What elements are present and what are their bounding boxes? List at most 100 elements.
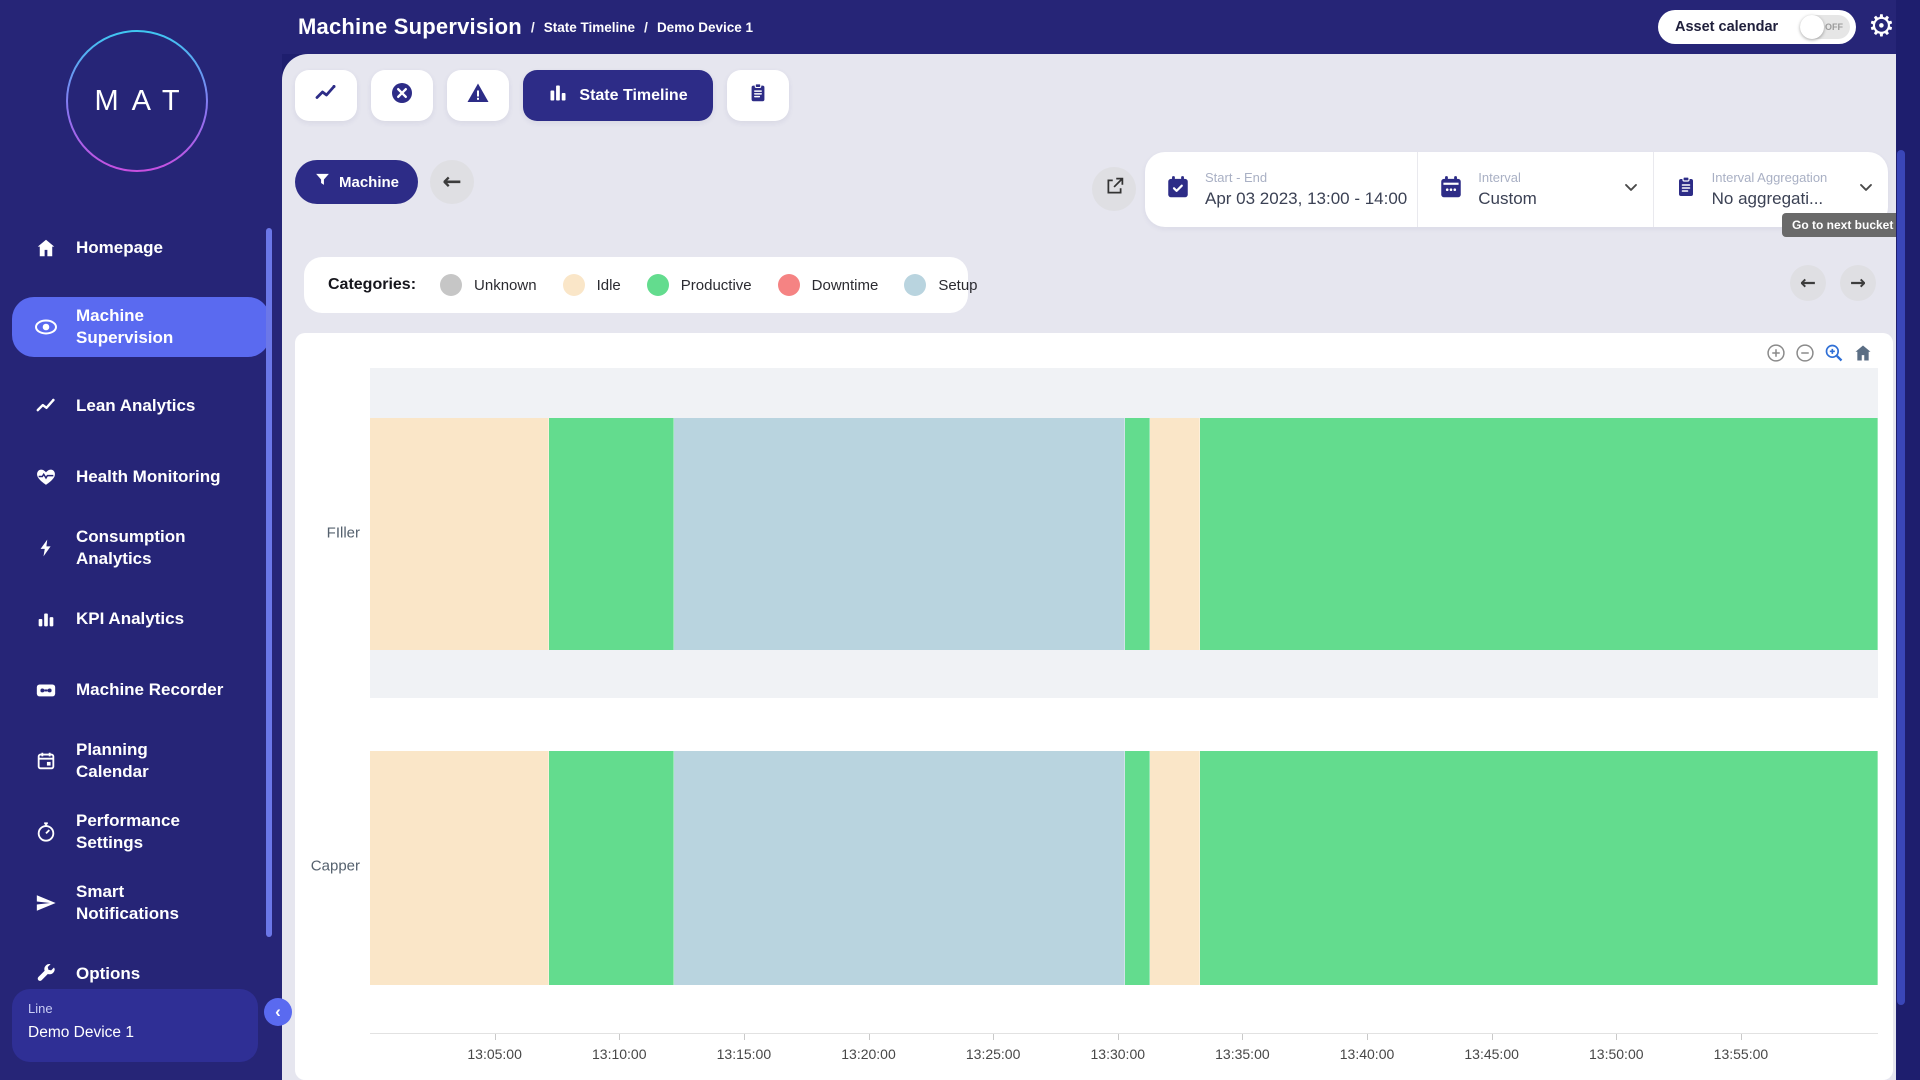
- tab-alarms[interactable]: [447, 70, 509, 121]
- legend-item-setup[interactable]: Setup: [904, 274, 978, 296]
- segment-idle[interactable]: [1150, 751, 1201, 985]
- x-axis-tick: [1117, 1034, 1119, 1040]
- funnel-icon: [314, 171, 331, 193]
- x-axis-label: 13:45:00: [1464, 1046, 1519, 1062]
- sidebar-item-smart-notifications[interactable]: Smart Notifications: [12, 881, 270, 925]
- x-axis-tick: [1740, 1034, 1742, 1040]
- legend-item-unknown[interactable]: Unknown: [440, 274, 537, 296]
- segment-productive[interactable]: [1125, 418, 1151, 650]
- zoom-in-icon[interactable]: [1766, 343, 1786, 363]
- state-timeline-bars-icon: [548, 83, 568, 108]
- box-zoom-icon[interactable]: [1824, 343, 1844, 363]
- segment-idle[interactable]: [1150, 418, 1201, 650]
- x-axis-label: 13:25:00: [965, 1046, 1021, 1062]
- segment-productive[interactable]: [1125, 751, 1151, 985]
- sidebar-scrollbar[interactable]: [266, 228, 272, 937]
- back-button[interactable]: ←: [430, 160, 474, 204]
- sidebar-item-machine-supervision[interactable]: Machine Supervision: [12, 297, 270, 357]
- chevron-down-icon: [1621, 177, 1643, 202]
- x-axis-label: 13:10:00: [592, 1046, 647, 1062]
- sidebar-item-label: Planning Calendar: [76, 740, 149, 781]
- machine-filter-button[interactable]: Machine: [295, 160, 418, 204]
- sidebar-item-label: Health Monitoring: [76, 467, 221, 486]
- segment-productive[interactable]: [1200, 418, 1878, 650]
- next-bucket-button[interactable]: →: [1840, 265, 1876, 301]
- state-timeline-chart: FIller Capper 13:05:00 13:10:00 13:15:00 13:…: [295, 333, 1893, 1080]
- segment-idle[interactable]: [370, 751, 550, 985]
- start-end-selector[interactable]: Start - End Apr 03 2023, 13:00 - 14:00: [1145, 152, 1417, 227]
- segment-productive[interactable]: [549, 751, 675, 985]
- tab-state-timeline-label: State Timeline: [579, 86, 688, 104]
- timeline-plot: FIller Capper 13:05:00 13:10:00 13:15:00 13:…: [311, 368, 1878, 1062]
- x-axis-tick: [1367, 1034, 1369, 1040]
- sidebar-item-kpi-analytics[interactable]: KPI Analytics: [12, 597, 270, 641]
- arrow-right-icon: →: [1850, 272, 1866, 294]
- sidebar-item-options[interactable]: Options: [12, 952, 270, 996]
- sidebar-collapse-button[interactable]: ‹: [264, 998, 292, 1026]
- asset-calendar-pill[interactable]: Asset calendar OFF: [1658, 10, 1856, 44]
- x-axis-label: 13:40:00: [1339, 1046, 1395, 1062]
- tab-trend-view[interactable]: [295, 70, 357, 121]
- sidebar-nav: Homepage Machine Supervision Lean Analyt…: [0, 226, 282, 1023]
- legend-item-idle[interactable]: Idle: [562, 274, 621, 296]
- sidebar-item-performance-settings[interactable]: Performance Settings: [12, 810, 270, 854]
- selected-device-card[interactable]: Line Demo Device 1: [12, 989, 258, 1062]
- sidebar-item-planning-calendar[interactable]: Planning Calendar: [12, 739, 270, 783]
- segment-idle[interactable]: [370, 418, 550, 650]
- sidebar-item-machine-recorder[interactable]: Machine Recorder: [12, 668, 270, 712]
- previous-bucket-button[interactable]: ←: [1790, 265, 1826, 301]
- sidebar-item-consumption-analytics[interactable]: Consumption Analytics: [12, 526, 270, 570]
- sidebar-item-label: Machine Supervision: [76, 306, 174, 347]
- export-button[interactable]: [1092, 167, 1136, 211]
- reset-home-icon[interactable]: [1853, 343, 1873, 363]
- legend-item-downtime[interactable]: Downtime: [777, 274, 879, 296]
- tab-stop-events[interactable]: [371, 70, 433, 121]
- legend-label: Productive: [680, 276, 752, 294]
- tab-report[interactable]: [727, 70, 789, 121]
- tab-state-timeline[interactable]: State Timeline: [523, 70, 713, 121]
- zoom-out-icon[interactable]: [1795, 343, 1815, 363]
- breadcrumb-device[interactable]: Demo Device 1: [656, 19, 753, 35]
- arrow-left-icon: ←: [442, 169, 462, 195]
- sidebar-item-lean-analytics[interactable]: Lean Analytics: [12, 384, 270, 428]
- calendar-interval-icon: [1438, 174, 1464, 205]
- chart-rows: FIller Capper: [311, 368, 1878, 1033]
- x-axis-tick: [868, 1034, 870, 1040]
- asset-calendar-switch[interactable]: OFF: [1800, 15, 1850, 39]
- bolt-icon: [33, 537, 59, 559]
- segment-setup[interactable]: [674, 751, 1126, 985]
- page-scrollbar-thumb[interactable]: [1897, 150, 1905, 1005]
- segment-setup[interactable]: [674, 418, 1126, 650]
- calendar-check-icon: [1165, 174, 1191, 205]
- interval-aggregation-selector[interactable]: Interval Aggregation No aggregati...: [1652, 152, 1888, 227]
- asset-calendar-label: Asset calendar: [1675, 19, 1779, 35]
- cassette-icon: [33, 679, 59, 701]
- settings-gear-icon[interactable]: ⚙: [1868, 9, 1895, 44]
- send-icon: [33, 892, 59, 914]
- x-axis-tick: [993, 1034, 995, 1040]
- timeline-row-filler: FIller: [327, 368, 1878, 698]
- segment-productive[interactable]: [549, 418, 675, 650]
- legend-color-dot: [904, 274, 927, 296]
- sidebar: MAT Homepage Machine Supervision Lean An…: [0, 0, 282, 1080]
- legend-label: Setup: [938, 276, 978, 294]
- interval-selector[interactable]: Interval Custom: [1417, 152, 1652, 227]
- interval-value: Custom: [1478, 189, 1537, 208]
- state-bar: [370, 418, 1878, 650]
- sidebar-item-label: KPI Analytics: [76, 609, 185, 628]
- clipboard-icon: [747, 81, 769, 110]
- legend-color-dot: [440, 274, 463, 296]
- start-end-label: Start - End: [1205, 170, 1268, 185]
- legend-item-productive[interactable]: Productive: [646, 274, 752, 296]
- sidebar-item-health-monitoring[interactable]: Health Monitoring: [12, 455, 270, 499]
- mat-logo: MAT: [66, 30, 208, 172]
- x-axis-label: 13:55:00: [1713, 1046, 1769, 1062]
- state-bar: [370, 751, 1878, 985]
- breadcrumb-state-timeline[interactable]: State Timeline: [543, 19, 636, 35]
- x-axis-tick: [619, 1034, 621, 1040]
- gauge-icon: [33, 821, 59, 843]
- legend-label: Downtime: [811, 276, 879, 294]
- wrench-icon: [33, 963, 59, 985]
- segment-productive[interactable]: [1200, 751, 1878, 985]
- sidebar-item-homepage[interactable]: Homepage: [12, 226, 270, 270]
